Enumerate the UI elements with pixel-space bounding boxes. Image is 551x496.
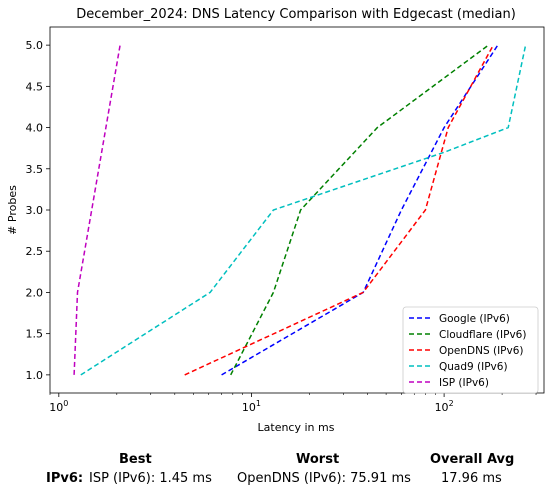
worst-header: Worst (296, 452, 340, 467)
y-tick-label: 2.5 (26, 245, 44, 258)
best-value: ISP (IPv6): 1.45 ms (89, 471, 212, 486)
y-tick-label: 1.0 (26, 369, 44, 382)
series-line-opendns-ipv6 (184, 44, 494, 376)
x-tick-label: 100 (49, 399, 68, 414)
series-line-quad9-ipv6 (80, 44, 527, 376)
x-tick-label: 102 (435, 399, 454, 414)
legend-label: Google (IPv6) (439, 313, 510, 325)
avg-header: Overall Avg (430, 452, 515, 467)
y-tick-label: 4.0 (26, 122, 44, 135)
legend: Google (IPv6) Cloudflare (IPv6) OpenDNS (I… (402, 306, 539, 394)
avg-value: 17.96 ms (441, 471, 502, 486)
series-line-isp-ipv6 (73, 44, 121, 375)
series-line-google-ipv6 (221, 44, 499, 376)
chart-title: December_2024: DNS Latency Comparison wi… (76, 7, 516, 22)
y-tick-label: 2.0 (26, 286, 44, 299)
legend-label: Quad9 (IPv6) (439, 361, 508, 373)
best-header: Best (119, 452, 152, 467)
y-axis-label: # Probes (6, 185, 19, 235)
latency-chart: December_2024: DNS Latency Comparison wi… (6, 7, 545, 434)
y-tick-label: 5.0 (26, 39, 44, 52)
x-axis-label: Latency in ms (258, 421, 335, 434)
y-tick-label: 3.0 (26, 204, 44, 217)
legend-label: Cloudflare (IPv6) (439, 329, 526, 341)
x-tick-label: 101 (242, 399, 261, 414)
y-tick-label: 3.5 (26, 163, 44, 176)
y-tick-label: 1.5 (26, 328, 44, 341)
legend-label: OpenDNS (IPv6) (439, 345, 524, 357)
worst-value: OpenDNS (IPv6): 75.91 ms (237, 471, 411, 486)
legend-box (402, 306, 539, 394)
ipv6-row-label: IPv6: (46, 471, 84, 486)
y-tick-label: 4.5 (26, 80, 44, 93)
legend-label: ISP (IPv6) (439, 377, 489, 389)
series-line-cloudflare-ipv6 (230, 44, 489, 376)
